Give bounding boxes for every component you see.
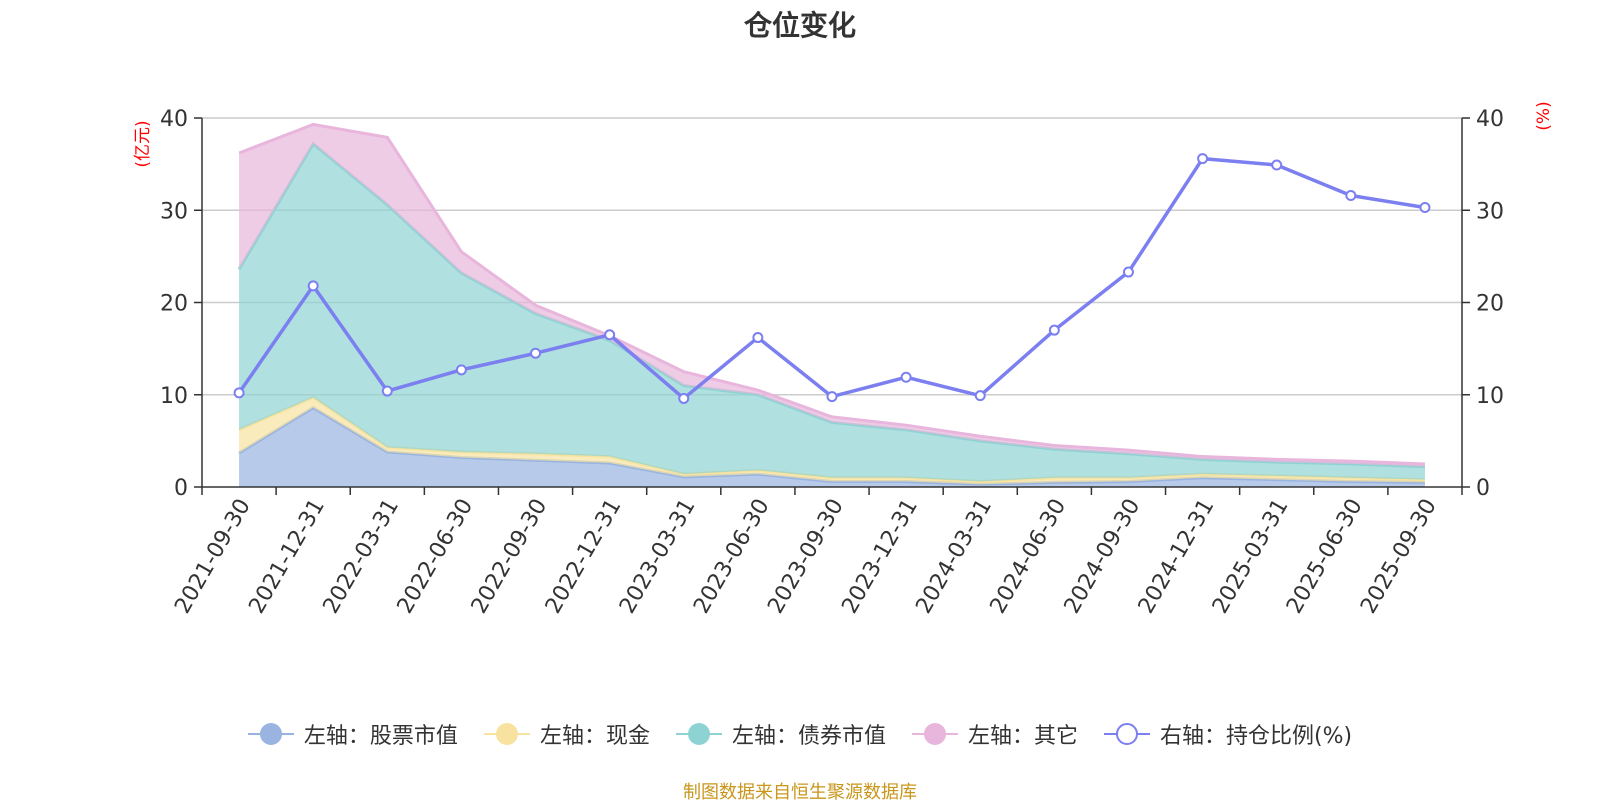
legend-bond-swatch — [675, 723, 722, 745]
x-tick-label: 2022-09-30 — [467, 495, 553, 618]
x-tick-label: 2023-06-30 — [689, 495, 775, 618]
ratio-point — [530, 347, 542, 359]
x-tick-label: 2022-03-31 — [319, 495, 405, 618]
x-tick-label: 2025-03-31 — [1208, 495, 1294, 618]
ratio-point — [1271, 159, 1283, 171]
x-tick-label: 2024-12-31 — [1134, 495, 1220, 618]
area-other-edge — [238, 122, 1425, 466]
legend-bond-label: 左轴：债券市值 — [731, 724, 886, 749]
legend-cash-swatch — [483, 723, 530, 745]
left-axis-unit-label: (亿元) — [133, 120, 153, 167]
left-tick-label: 10 — [160, 384, 188, 409]
right-axis-unit-label: (%) — [1534, 101, 1554, 130]
legend-item-stock[interactable]: 左轴：股票市值 — [247, 718, 458, 750]
legend-stock-swatch — [247, 723, 294, 745]
x-tick-label: 2023-12-31 — [837, 495, 923, 618]
ratio-point — [455, 364, 467, 376]
legend-other-label: 左轴：其它 — [967, 724, 1078, 749]
ratio-point — [900, 371, 912, 383]
left-tick-label: 20 — [160, 292, 188, 317]
area-bond — [239, 143, 1425, 482]
ratio-point — [752, 332, 764, 344]
ratio-point — [974, 390, 986, 402]
x-tick-label: 2023-09-30 — [763, 495, 849, 618]
x-tick-label: 2021-12-31 — [244, 495, 330, 618]
right-tick-label: 30 — [1476, 199, 1504, 224]
ratio-point — [678, 392, 690, 404]
x-tick-label: 2024-03-31 — [911, 495, 997, 618]
x-tick-label: 2022-12-31 — [541, 495, 627, 618]
ratio-point — [1048, 324, 1060, 336]
left-tick-label: 40 — [160, 107, 188, 132]
right-tick-label: 0 — [1476, 476, 1490, 501]
left-tick-label: 0 — [174, 476, 188, 501]
ratio-point — [1419, 201, 1431, 213]
legend-item-cash[interactable]: 左轴：现金 — [483, 718, 650, 750]
x-tick-label: 2025-06-30 — [1282, 495, 1368, 618]
right-tick-label: 20 — [1476, 292, 1504, 317]
right-tick-label: 40 — [1476, 107, 1504, 132]
x-tick-label: 2025-09-30 — [1356, 495, 1442, 618]
ratio-point — [1197, 153, 1209, 165]
area-stock — [239, 407, 1425, 487]
legend: 左轴：股票市值 左轴：现金 左轴：债券市值 左轴：其它 右轴：持仓比例(%) — [0, 718, 1600, 750]
right-tick-label: 10 — [1476, 384, 1504, 409]
ratio-point — [1345, 189, 1357, 201]
legend-ratio-swatch — [1103, 723, 1150, 745]
legend-item-ratio[interactable]: 右轴：持仓比例(%) — [1103, 718, 1353, 750]
x-tick-label: 2021-09-30 — [170, 495, 256, 618]
x-tick-label: 2022-06-30 — [393, 495, 479, 618]
area-other — [239, 124, 1425, 467]
ratio-point — [604, 329, 616, 341]
legend-ratio-label: 右轴：持仓比例(%) — [1159, 724, 1353, 749]
legend-other-swatch — [911, 723, 958, 745]
legend-item-bond[interactable]: 左轴：债券市值 — [675, 718, 886, 750]
chart-title: 仓位变化 — [743, 9, 856, 42]
left-tick-label: 30 — [160, 199, 188, 224]
x-tick-label: 2024-09-30 — [1060, 495, 1146, 618]
x-tick-label: 2023-03-31 — [615, 495, 701, 618]
x-tick-label: 2024-06-30 — [986, 495, 1072, 618]
legend-item-other[interactable]: 左轴：其它 — [911, 718, 1078, 750]
ratio-point — [826, 391, 838, 403]
ratio-point — [1122, 266, 1134, 278]
legend-cash-label: 左轴：现金 — [539, 724, 650, 749]
legend-stock-label: 左轴：股票市值 — [303, 724, 458, 749]
ratio-point — [381, 385, 393, 397]
source-note: 制图数据来自恒生聚源数据库 — [683, 782, 917, 803]
ratio-point — [233, 387, 245, 399]
ratio-point — [307, 280, 319, 292]
